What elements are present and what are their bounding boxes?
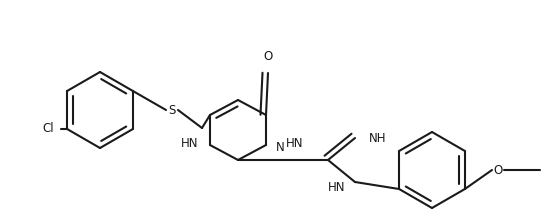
Text: O: O	[263, 50, 272, 63]
Text: HN: HN	[328, 180, 345, 194]
Text: O: O	[494, 163, 502, 176]
Text: NH: NH	[369, 132, 387, 145]
Text: S: S	[168, 103, 175, 117]
Text: HN: HN	[286, 137, 304, 150]
Text: HN: HN	[180, 136, 198, 150]
Text: Cl: Cl	[42, 123, 54, 136]
Text: N: N	[276, 141, 285, 154]
